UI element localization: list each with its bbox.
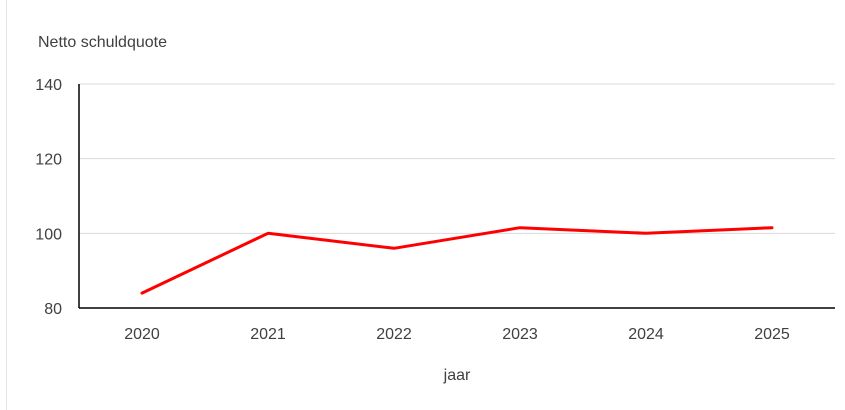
x-tick-label: 2021 [250, 326, 286, 343]
y-tick-label: 80 [44, 301, 62, 318]
left-divider [6, 0, 7, 410]
y-tick-label: 100 [35, 226, 62, 243]
y-axis-label: Netto schuldquote [38, 34, 167, 51]
x-tick-label: 2023 [502, 326, 538, 343]
x-tick-label: 2025 [754, 326, 790, 343]
series-line [140, 226, 774, 295]
axes [78, 84, 835, 309]
x-tick-label: 2024 [628, 326, 664, 343]
tick-labels: 80 100 120 140 2020 2021 2022 2023 2024 2025 [35, 77, 790, 343]
series-lines [140, 226, 774, 295]
gridlines [79, 83, 835, 234]
x-axis-label: jaar [443, 367, 471, 384]
y-tick-label: 140 [35, 77, 62, 94]
y-tick-label: 120 [35, 152, 62, 169]
x-tick-label: 2022 [376, 326, 412, 343]
x-tick-label: 2020 [124, 326, 160, 343]
